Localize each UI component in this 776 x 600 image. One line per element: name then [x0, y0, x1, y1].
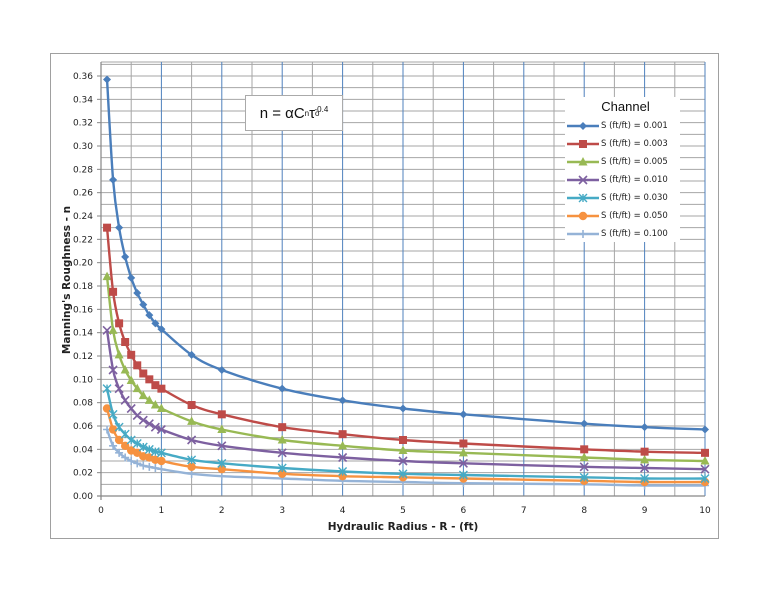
formula-n: n [259, 104, 269, 122]
y-tick-label: 0.10 [73, 375, 93, 385]
legend-item: S (ft/ft) = 0.010 [565, 171, 680, 189]
x-tick-label: 8 [581, 506, 587, 516]
legend-item: S (ft/ft) = 0.001 [565, 117, 680, 135]
x-tick-label: 5 [400, 506, 406, 516]
x-tick-label: 2 [219, 506, 225, 516]
y-tick-label: 0.18 [73, 282, 93, 292]
y-tick-label: 0.08 [73, 399, 93, 409]
legend-swatch-icon [567, 193, 599, 203]
x-tick-label: 1 [159, 506, 165, 516]
y-tick-label: 0.16 [73, 305, 93, 315]
legend-swatch-icon [567, 157, 599, 166]
series-2 [102, 271, 710, 465]
legend-label: S (ft/ft) = 0.050 [601, 211, 668, 221]
series-1 [103, 223, 709, 457]
legend-label: S (ft/ft) = 0.001 [601, 121, 668, 131]
legend-swatch-icon [567, 122, 599, 130]
legend-item: S (ft/ft) = 0.030 [565, 189, 680, 207]
y-tick-label: 0.28 [73, 165, 93, 175]
x-tick-label: 10 [699, 506, 711, 516]
legend-label: S (ft/ft) = 0.010 [601, 175, 668, 185]
formula-c: C [293, 104, 305, 122]
legend-swatch-icon [567, 230, 599, 238]
x-tick-label: 6 [461, 506, 467, 516]
legend-label: S (ft/ft) = 0.100 [601, 229, 668, 239]
legend-item: S (ft/ft) = 0.100 [565, 225, 680, 243]
y-tick-label: 0.26 [73, 189, 93, 199]
x-tick-label: 9 [642, 506, 648, 516]
legend-item: S (ft/ft) = 0.005 [565, 153, 680, 171]
y-tick-label: 0.12 [73, 352, 93, 362]
x-tick-label: 7 [521, 506, 527, 516]
y-tick-label: 0.22 [73, 235, 93, 245]
series-4 [102, 384, 710, 483]
y-tick-label: 0.24 [73, 212, 93, 222]
legend-swatch-icon [567, 211, 599, 221]
y-tick-label: 0.06 [73, 422, 93, 432]
legend-label: S (ft/ft) = 0.030 [601, 193, 668, 203]
series-3 [102, 325, 710, 474]
formula-c-sub: n [304, 108, 310, 118]
legend: Channel S (ft/ft) = 0.001 S (ft/ft) = 0.0… [565, 97, 680, 242]
legend-swatch-icon [567, 175, 599, 185]
formula-exp: -0.4 [314, 104, 329, 114]
series-0 [103, 75, 709, 434]
y-tick-label: 0.04 [73, 445, 93, 455]
y-tick-label: 0.36 [73, 72, 93, 82]
x-tick-label: 4 [340, 506, 346, 516]
formula-alpha: α [285, 104, 294, 122]
y-tick-label: 0.34 [73, 95, 93, 105]
legend-swatch-icon [567, 140, 599, 148]
x-tick-label: 3 [279, 506, 285, 516]
y-axis-label: Manning's Roughness - n [61, 206, 73, 354]
legend-item: S (ft/ft) = 0.003 [565, 135, 680, 153]
y-tick-label: 0.14 [73, 329, 93, 339]
x-tick-label: 0 [98, 506, 104, 516]
legend-label: S (ft/ft) = 0.005 [601, 157, 668, 167]
formula-eq: = [272, 104, 281, 122]
legend-item: S (ft/ft) = 0.050 [565, 207, 680, 225]
y-tick-label: 0.02 [73, 469, 93, 479]
y-tick-label: 0.00 [73, 492, 93, 502]
formula-tau-sub: o [315, 108, 320, 118]
legend-title: Channel [601, 99, 650, 114]
x-axis-label: Hydraulic Radius - R - (ft) [328, 521, 479, 533]
formula-tau: τ [309, 104, 316, 122]
legend-label: S (ft/ft) = 0.003 [601, 139, 668, 149]
y-tick-label: 0.32 [73, 119, 93, 129]
y-tick-label: 0.20 [73, 259, 93, 269]
y-tick-label: 0.30 [73, 142, 93, 152]
